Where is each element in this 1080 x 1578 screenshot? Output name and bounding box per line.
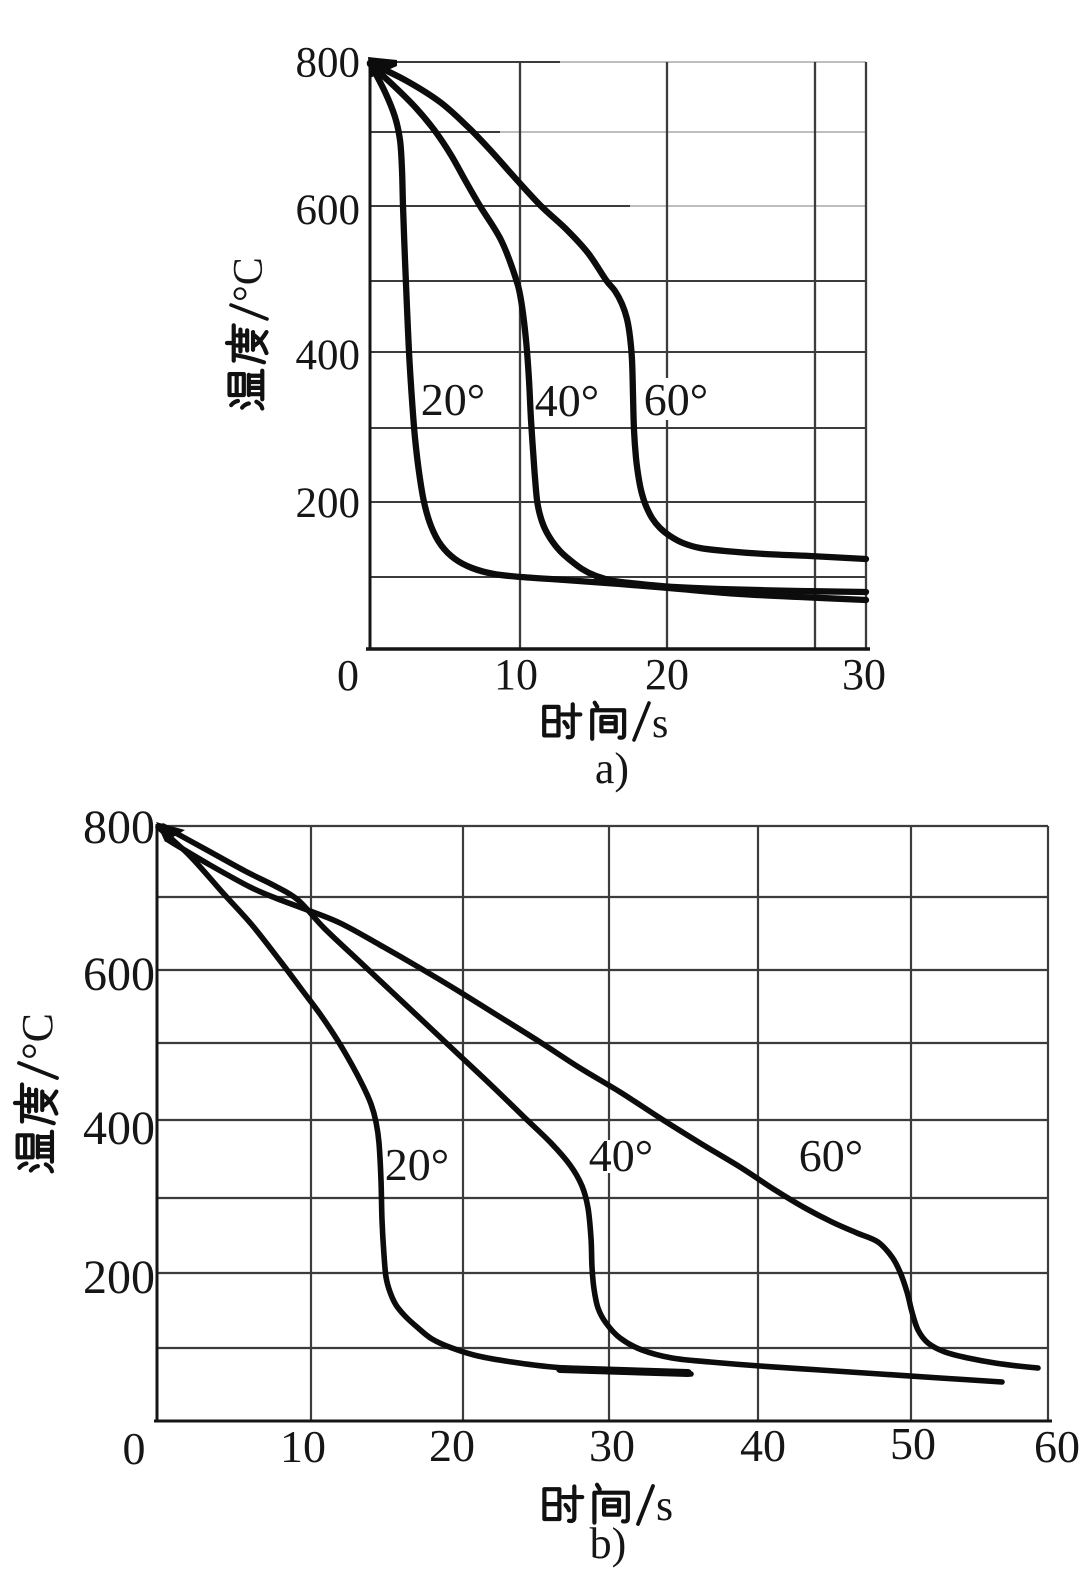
svg-text:s: s	[656, 1481, 673, 1530]
svg-text:800: 800	[296, 40, 361, 87]
svg-text:40: 40	[740, 1420, 786, 1471]
svg-text:600: 600	[296, 187, 361, 234]
svg-text:60°: 60°	[644, 374, 708, 425]
svg-text:0: 0	[123, 1423, 146, 1474]
svg-text:200: 200	[83, 1251, 155, 1304]
svg-text:400: 400	[296, 332, 361, 379]
svg-text:20°: 20°	[421, 374, 485, 425]
svg-text:20°: 20°	[385, 1139, 449, 1190]
svg-text:10: 10	[280, 1421, 326, 1472]
svg-text:20: 20	[645, 650, 689, 699]
svg-text:b): b)	[590, 1519, 627, 1568]
svg-text:20: 20	[429, 1420, 475, 1471]
svg-text:a): a)	[595, 744, 629, 793]
svg-text:600: 600	[83, 948, 155, 1001]
svg-text:200: 200	[296, 480, 361, 527]
svg-text:°C: °C	[13, 1013, 62, 1060]
svg-text:30: 30	[589, 1420, 635, 1471]
svg-text:800: 800	[83, 801, 155, 854]
svg-text:30: 30	[842, 650, 886, 699]
svg-text:°C: °C	[226, 257, 272, 302]
svg-text:40°: 40°	[535, 375, 599, 426]
svg-text:50: 50	[890, 1418, 936, 1469]
svg-text:60: 60	[1034, 1421, 1080, 1472]
svg-text:400: 400	[83, 1102, 155, 1155]
svg-text:0: 0	[337, 651, 359, 700]
svg-text:10: 10	[494, 650, 538, 699]
svg-text:60°: 60°	[799, 1130, 863, 1181]
svg-text:s: s	[652, 701, 668, 747]
svg-text:40°: 40°	[589, 1130, 653, 1181]
